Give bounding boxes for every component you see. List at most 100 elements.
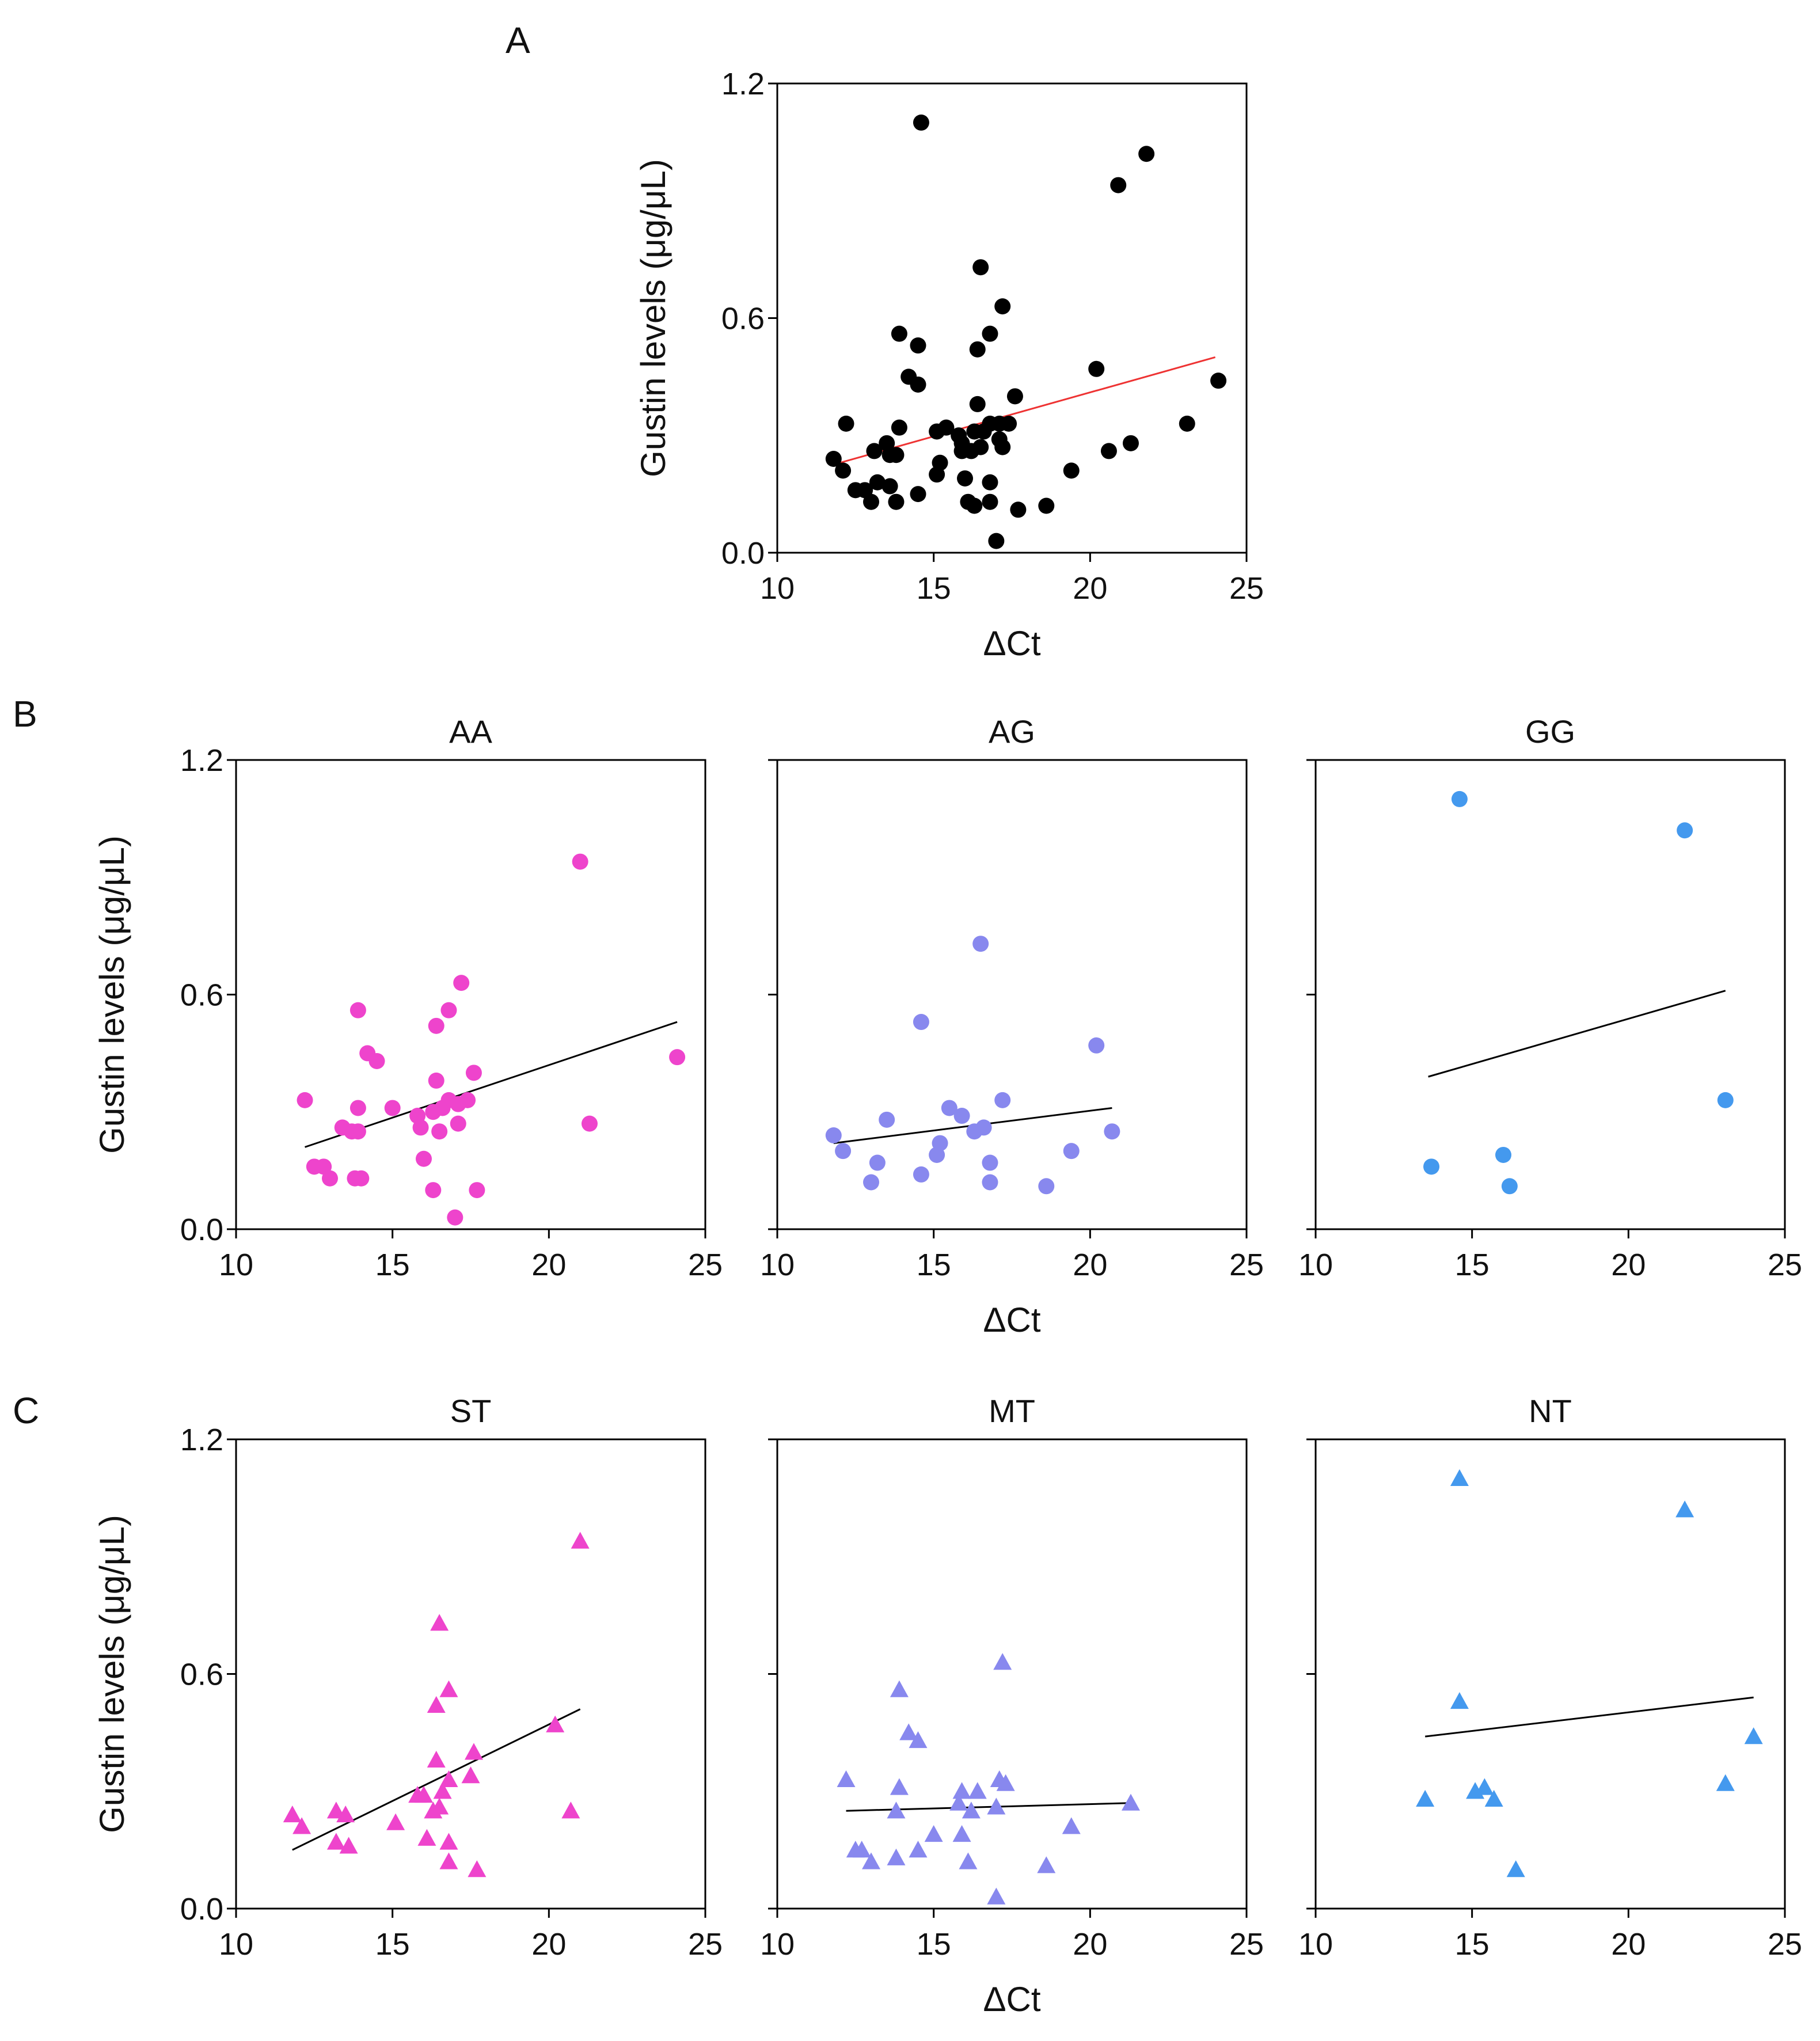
- data-point: [384, 1100, 401, 1116]
- data-point: [994, 298, 1011, 315]
- data-point: [430, 1797, 449, 1815]
- data-point: [292, 1817, 311, 1834]
- data-point: [938, 419, 955, 436]
- data-point: [1501, 1178, 1518, 1195]
- data-point: [835, 462, 852, 479]
- y-tick-label: 0.0: [180, 1892, 223, 1926]
- data-point: [433, 1782, 452, 1799]
- panel-label-b: B: [13, 693, 37, 735]
- data-point: [972, 439, 989, 455]
- x-axis-label: ΔCt: [983, 1980, 1040, 2019]
- data-point: [572, 853, 588, 870]
- data-point: [469, 1182, 485, 1199]
- y-tick-label: 0.6: [721, 302, 765, 336]
- data-point: [987, 1887, 1006, 1905]
- x-axis-label: ΔCt: [983, 1301, 1040, 1339]
- x-tick-label: 20: [1073, 571, 1107, 606]
- data-point: [863, 1174, 879, 1191]
- chart-b-gg: 10 15 20 25 GG: [1298, 713, 1802, 1282]
- data-point: [434, 1100, 451, 1116]
- data-point: [1010, 501, 1027, 518]
- data-point: [890, 1680, 909, 1697]
- data-point: [1121, 1793, 1140, 1811]
- data-point: [417, 1829, 436, 1846]
- data-point: [339, 1837, 358, 1854]
- data-point: [988, 533, 1005, 549]
- data-point: [416, 1150, 432, 1167]
- x-axis-label: ΔCt: [983, 624, 1040, 663]
- panel-label-a: A: [506, 20, 530, 61]
- y-tick-label: 1.2: [180, 1423, 223, 1457]
- x-tick-label: 15: [375, 1927, 410, 1962]
- data-point: [1038, 497, 1055, 514]
- charts-container: 10 15 20 25 0.0 0.6 1.2 ΔCt Gustin levels (μg/μL…: [93, 67, 1802, 2019]
- x-tick-label: 20: [531, 1248, 566, 1282]
- y-tick-label: 1.2: [180, 743, 223, 778]
- data-point: [852, 1841, 871, 1858]
- data-point: [326, 1833, 345, 1850]
- data-point: [837, 1770, 856, 1787]
- data-point: [440, 1002, 457, 1018]
- y-axis-label: Gustin levels (μg/μL): [634, 159, 672, 477]
- data-point: [427, 1750, 446, 1768]
- x-tick-label: 15: [917, 1248, 951, 1282]
- data-point: [1001, 415, 1017, 432]
- data-point: [899, 1723, 918, 1740]
- data-point: [1210, 373, 1227, 389]
- data-point: [825, 451, 842, 467]
- chart-a: 10 15 20 25 0.0 0.6 1.2 ΔCt Gustin levels (μg/μL…: [634, 67, 1264, 663]
- data-point: [1122, 435, 1139, 451]
- data-point: [1006, 388, 1023, 405]
- y-axis-label: Gustin levels (μg/μL): [93, 835, 131, 1154]
- data-point: [1744, 1727, 1763, 1744]
- x-tick-label: 20: [531, 1927, 566, 1962]
- data-point: [464, 1743, 483, 1760]
- data-point: [1100, 443, 1117, 459]
- data-point: [368, 1052, 385, 1069]
- x-tick-label: 25: [688, 1927, 723, 1962]
- regression-line: [1424, 1696, 1754, 1738]
- regression-line: [305, 1021, 678, 1148]
- chart-title: ST: [450, 1393, 492, 1429]
- x-tick-label: 10: [760, 1248, 795, 1282]
- data-point: [461, 1766, 480, 1784]
- chart-title: NT: [1529, 1393, 1572, 1429]
- data-point: [322, 1170, 338, 1187]
- data-point: [888, 447, 905, 463]
- y-tick-label: 0.0: [180, 1213, 223, 1247]
- plot-frame: [776, 82, 1248, 554]
- data-point: [1063, 462, 1080, 479]
- data-point: [1138, 146, 1155, 162]
- data-point: [326, 1801, 345, 1819]
- data-point: [439, 1852, 458, 1869]
- data-point: [972, 936, 989, 952]
- data-point: [994, 439, 1011, 455]
- data-point: [1110, 177, 1127, 193]
- data-point: [929, 466, 945, 483]
- data-point: [862, 1852, 880, 1869]
- data-point: [949, 1793, 968, 1811]
- regression-line: [1428, 990, 1726, 1078]
- data-point: [888, 493, 905, 510]
- plot-frame: [235, 759, 706, 1230]
- chart-title: GG: [1525, 713, 1575, 750]
- chart-b-ag: 10 15 20 25 AG ΔCt: [760, 713, 1264, 1339]
- x-tick-label: 10: [219, 1927, 253, 1962]
- data-point: [910, 337, 926, 354]
- data-point: [957, 470, 973, 487]
- x-tick-label: 10: [1298, 1927, 1333, 1962]
- data-point: [1062, 1817, 1081, 1834]
- x-tick-label: 10: [760, 1927, 795, 1962]
- data-point: [910, 486, 926, 503]
- x-tick-label: 20: [1611, 1927, 1646, 1962]
- data-point: [349, 1100, 366, 1116]
- data-point: [975, 423, 992, 440]
- data-point: [428, 1017, 444, 1034]
- data-point: [1063, 1143, 1080, 1160]
- data-point: [427, 1696, 446, 1713]
- data-point: [863, 493, 879, 510]
- x-tick-label: 20: [1073, 1927, 1107, 1962]
- data-point: [968, 1782, 987, 1799]
- plot-frame: [776, 759, 1248, 1230]
